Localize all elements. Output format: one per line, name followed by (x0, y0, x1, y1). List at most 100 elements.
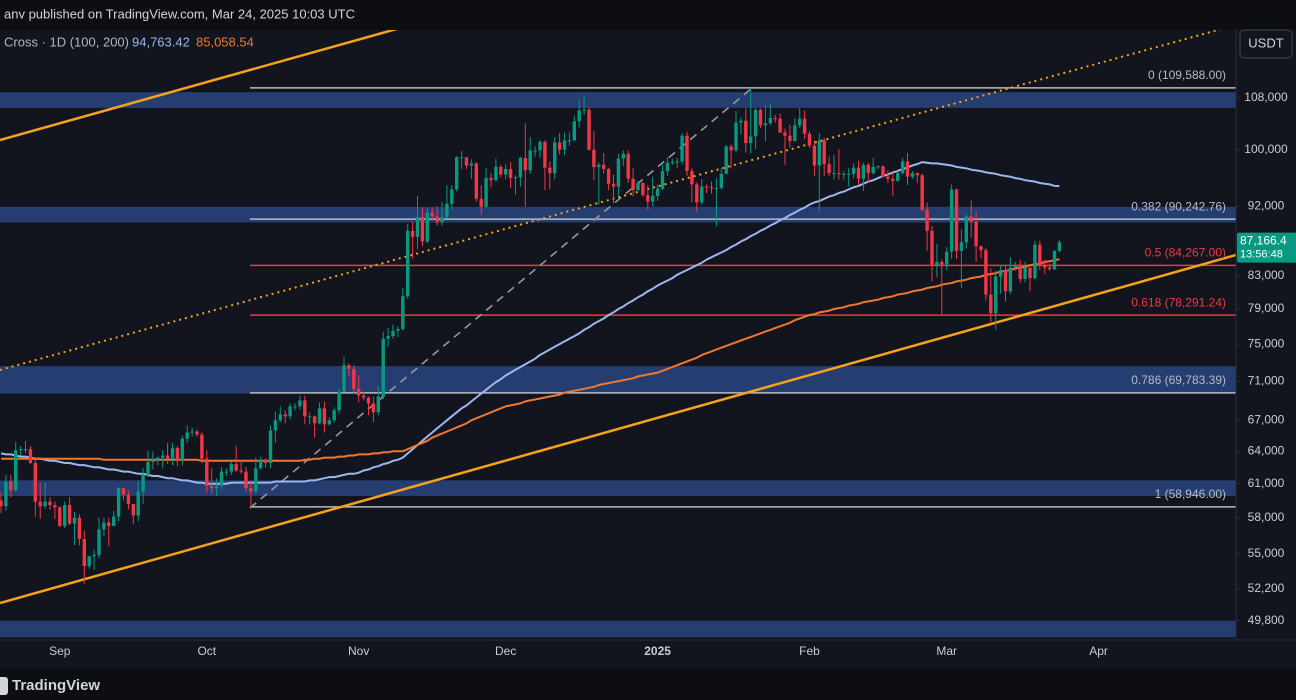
candle-body (288, 406, 292, 417)
zone (0, 480, 1236, 496)
candle-body (58, 507, 62, 526)
candle-body (298, 400, 302, 407)
candle-body (935, 261, 939, 266)
candle-body (18, 449, 23, 451)
candle-body (1003, 269, 1008, 292)
candle-body (224, 471, 229, 473)
candle-body (259, 459, 263, 469)
candle-body (729, 146, 733, 151)
candle-body (670, 162, 674, 164)
candle-body (190, 431, 194, 433)
candle-body (837, 173, 841, 175)
candle-body (293, 406, 297, 408)
candle-body (763, 123, 768, 126)
indicator-value: 94,763.42 (132, 34, 190, 49)
candle-body (930, 230, 934, 266)
y-tick-label: 71,000 (1248, 373, 1285, 387)
candle-body (557, 142, 562, 150)
candle-body (994, 276, 998, 314)
candle-body (1023, 267, 1027, 279)
candle-body (1018, 265, 1022, 279)
currency-button[interactable] (1239, 29, 1293, 59)
y-tick-label: 83,000 (1248, 268, 1285, 282)
candle-body (753, 109, 758, 137)
candle-body (200, 434, 204, 459)
candle-body (131, 503, 135, 516)
candle-body (72, 517, 77, 524)
candle-body (896, 173, 900, 181)
candle-body (308, 416, 312, 418)
candle-body (528, 150, 532, 171)
candle-body (597, 164, 601, 167)
candle-body (920, 175, 924, 210)
candle-body (263, 459, 268, 463)
candle-body (886, 176, 890, 179)
candle-body (141, 474, 145, 492)
candle-body (631, 178, 635, 191)
y-tick-label: 58,000 (1248, 510, 1285, 524)
candle-body (582, 109, 586, 111)
y-tick-label: 92,000 (1248, 198, 1285, 212)
candle-body (695, 184, 699, 203)
y-tick-label: 52,200 (1248, 581, 1285, 595)
candle-body (704, 186, 709, 188)
fib-label: 0 (109,588.00) (1148, 68, 1226, 82)
zone (0, 206, 1236, 223)
candle-body (322, 408, 327, 425)
last-price: 87,166.413:56:48 (1237, 232, 1296, 263)
candle-body (807, 133, 812, 146)
candle-body (621, 153, 625, 159)
candle-body (847, 173, 851, 175)
candle-body (484, 178, 488, 207)
time-axis: Sep Oct Nov Dec 2025 Feb Mar Apr (49, 644, 1108, 658)
candle-body (376, 396, 380, 413)
candle-body (616, 158, 621, 187)
candle-body (891, 178, 895, 181)
candle-body (273, 420, 278, 431)
x-tick-label: Oct (197, 644, 216, 658)
candle-body (499, 166, 503, 175)
candle-body (327, 420, 331, 425)
candle-body (788, 135, 792, 142)
y-tick-label: 55,000 (1248, 546, 1285, 560)
candle-body (905, 161, 910, 177)
candle-body (1052, 250, 1057, 270)
y-tick-label: 79,000 (1248, 301, 1285, 315)
candle-body (48, 501, 52, 506)
candle-body (651, 195, 655, 202)
candle-body (347, 365, 351, 369)
candle-body (881, 166, 885, 177)
candle-body (665, 162, 670, 172)
candle-body (107, 522, 111, 526)
candle-body (954, 189, 959, 251)
candle-body (719, 173, 723, 188)
candle-body (680, 135, 684, 162)
candle-body (474, 163, 478, 199)
candle-body (989, 294, 993, 314)
candle-body (611, 183, 616, 187)
candle-body (1057, 242, 1062, 251)
candle-body (744, 120, 748, 144)
candle-body (504, 168, 508, 175)
candles (0, 87, 1062, 584)
candle-body (866, 164, 870, 174)
x-tick-label: 2025 (644, 644, 671, 658)
candle-body (440, 217, 444, 223)
candle-body (518, 157, 523, 178)
candle-body (646, 195, 650, 202)
candle-body (361, 395, 366, 398)
candle-body (626, 153, 630, 179)
footer-bar (0, 668, 1296, 700)
y-tick-label: 67,000 (1248, 412, 1285, 426)
candle-body (508, 168, 513, 179)
candle-body (391, 330, 395, 337)
currency-button-label[interactable]: USDT (1248, 35, 1283, 50)
candle-body (812, 145, 817, 166)
candle-body (587, 109, 591, 150)
candle-body (856, 167, 861, 179)
candle-body (900, 161, 905, 174)
candle-body (214, 485, 219, 489)
candle-body (778, 118, 782, 133)
